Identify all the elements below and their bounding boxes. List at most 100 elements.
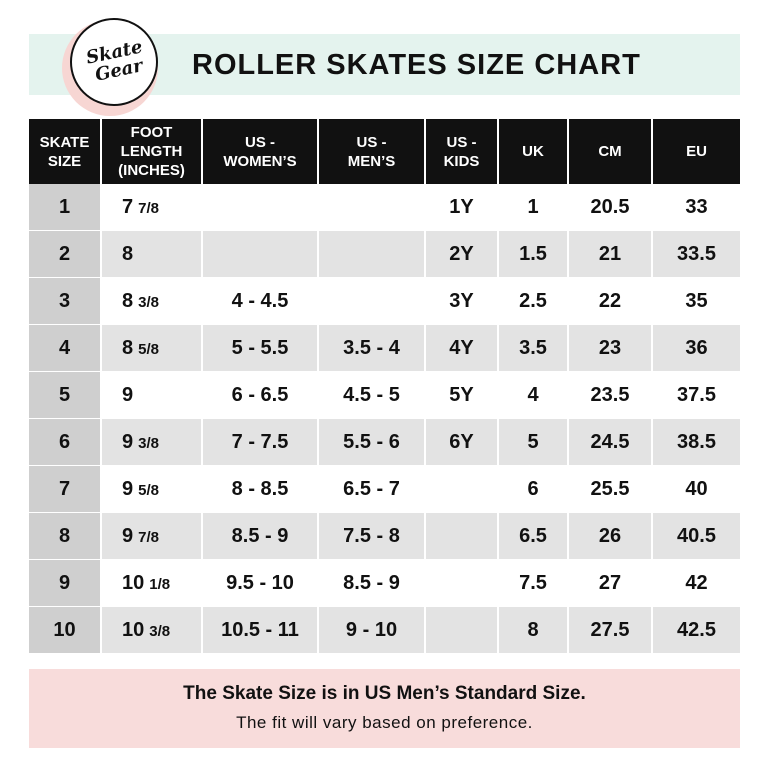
cell-cm: 27.5: [568, 606, 653, 654]
foot-length-whole: 8: [122, 336, 134, 359]
cell-foot-length: 8 5/8: [101, 324, 203, 372]
cell-uk: 8: [498, 606, 569, 654]
cell-us-kids: 6Y: [425, 418, 499, 466]
cell-us-men: 9 - 10: [318, 606, 426, 654]
cell-uk: 4: [498, 371, 569, 419]
table-row: 1 7 7/8 1Y 1 20.5 33: [29, 184, 740, 231]
cell-skate-size: 8: [29, 512, 102, 560]
table-body: 1 7 7/8 1Y 1 20.5 33 2 8 2Y 1.5 21 33.5 3 8 3/8 4 - 4.5 3…: [29, 184, 740, 654]
cell-us-women: 10.5 - 11: [202, 606, 319, 654]
cell-eu: 33: [652, 184, 740, 231]
cell-uk: 7.5: [498, 559, 569, 607]
cell-us-kids: 2Y: [425, 230, 499, 278]
skate-gear-logo: Skate Gear: [70, 18, 158, 106]
size-note: The Skate Size is in US Men’s Standard S…: [183, 683, 586, 704]
cell-us-women: 8.5 - 9: [202, 512, 319, 560]
foot-length-fraction: 7/8: [138, 199, 159, 217]
cell-us-men: 5.5 - 6: [318, 418, 426, 466]
cell-uk: 1.5: [498, 230, 569, 278]
table-row: 4 8 5/8 5 - 5.5 3.5 - 4 4Y 3.5 23 36: [29, 324, 740, 372]
foot-length-whole: 10: [122, 571, 145, 594]
foot-length-whole: 9: [122, 524, 134, 547]
cell-uk: 6: [498, 465, 569, 513]
cell-eu: 38.5: [652, 418, 740, 466]
cell-us-men: 3.5 - 4: [318, 324, 426, 372]
cell-us-women: 9.5 - 10: [202, 559, 319, 607]
cell-us-men: 8.5 - 9: [318, 559, 426, 607]
table-row: 10 10 3/8 10.5 - 11 9 - 10 8 27.5 42.5: [29, 606, 740, 654]
table-row: 3 8 3/8 4 - 4.5 3Y 2.5 22 35: [29, 277, 740, 325]
table-row: 6 9 3/8 7 - 7.5 5.5 - 6 6Y 5 24.5 38.5: [29, 418, 740, 466]
cell-skate-size: 7: [29, 465, 102, 513]
cell-us-kids: 3Y: [425, 277, 499, 325]
foot-length-fraction: 5/8: [138, 340, 159, 358]
cell-eu: 40: [652, 465, 740, 513]
cell-us-women: [202, 230, 319, 278]
col-header-skate-size: SKATE SIZE: [29, 119, 102, 184]
cell-cm: 27: [568, 559, 653, 607]
cell-us-women: 4 - 4.5: [202, 277, 319, 325]
cell-cm: 23.5: [568, 371, 653, 419]
col-header-us-men: US - MEN’S: [318, 119, 426, 184]
cell-foot-length: 10 1/8: [101, 559, 203, 607]
foot-length-fraction: 5/8: [138, 481, 159, 499]
table-row: 2 8 2Y 1.5 21 33.5: [29, 230, 740, 278]
cell-skate-size: 6: [29, 418, 102, 466]
cell-cm: 26: [568, 512, 653, 560]
cell-cm: 22: [568, 277, 653, 325]
cell-us-men: [318, 230, 426, 278]
cell-us-women: [202, 184, 319, 231]
cell-uk: 6.5: [498, 512, 569, 560]
foot-length-whole: 9: [122, 383, 134, 406]
cell-us-kids: [425, 512, 499, 560]
cell-foot-length: 7 7/8: [101, 184, 203, 231]
cell-foot-length: 9 3/8: [101, 418, 203, 466]
cell-us-women: 7 - 7.5: [202, 418, 319, 466]
cell-eu: 42: [652, 559, 740, 607]
cell-skate-size: 10: [29, 606, 102, 654]
cell-cm: 23: [568, 324, 653, 372]
cell-us-kids: [425, 606, 499, 654]
foot-length-fraction: 3/8: [138, 293, 159, 311]
cell-foot-length: 9 7/8: [101, 512, 203, 560]
col-header-foot-length: FOOT LENGTH (INCHES): [101, 119, 203, 184]
cell-uk: 1: [498, 184, 569, 231]
foot-length-whole: 9: [122, 430, 134, 453]
cell-skate-size: 2: [29, 230, 102, 278]
foot-length-fraction: 3/8: [149, 622, 171, 640]
cell-us-women: 5 - 5.5: [202, 324, 319, 372]
cell-skate-size: 3: [29, 277, 102, 325]
cell-us-women: 8 - 8.5: [202, 465, 319, 513]
cell-us-kids: [425, 559, 499, 607]
col-header-uk: UK: [498, 119, 569, 184]
cell-foot-length: 9: [101, 371, 203, 419]
cell-us-men: 6.5 - 7: [318, 465, 426, 513]
cell-cm: 20.5: [568, 184, 653, 231]
cell-cm: 25.5: [568, 465, 653, 513]
foot-length-whole: 8: [122, 242, 134, 265]
cell-foot-length: 8: [101, 230, 203, 278]
cell-eu: 37.5: [652, 371, 740, 419]
foot-length-whole: 7: [122, 195, 134, 218]
cell-foot-length: 10 3/8: [101, 606, 203, 654]
cell-cm: 24.5: [568, 418, 653, 466]
cell-uk: 2.5: [498, 277, 569, 325]
foot-length-fraction: 1/8: [149, 575, 171, 593]
cell-us-kids: 1Y: [425, 184, 499, 231]
cell-uk: 3.5: [498, 324, 569, 372]
size-chart-table: SKATE SIZE FOOT LENGTH (INCHES) US - WOM…: [29, 119, 740, 654]
cell-foot-length: 8 3/8: [101, 277, 203, 325]
table-row: 7 9 5/8 8 - 8.5 6.5 - 7 6 25.5 40: [29, 465, 740, 513]
fit-note: The fit will vary based on preference.: [236, 713, 533, 732]
cell-us-kids: 4Y: [425, 324, 499, 372]
footer-band: [29, 669, 740, 748]
col-header-us-kids: US - KIDS: [425, 119, 499, 184]
cell-us-men: [318, 184, 426, 231]
cell-cm: 21: [568, 230, 653, 278]
cell-eu: 40.5: [652, 512, 740, 560]
cell-us-kids: 5Y: [425, 371, 499, 419]
table-row: 9 10 1/8 9.5 - 10 8.5 - 9 7.5 27 42: [29, 559, 740, 607]
cell-us-kids: [425, 465, 499, 513]
page-title: ROLLER SKATES SIZE CHART: [192, 49, 641, 81]
